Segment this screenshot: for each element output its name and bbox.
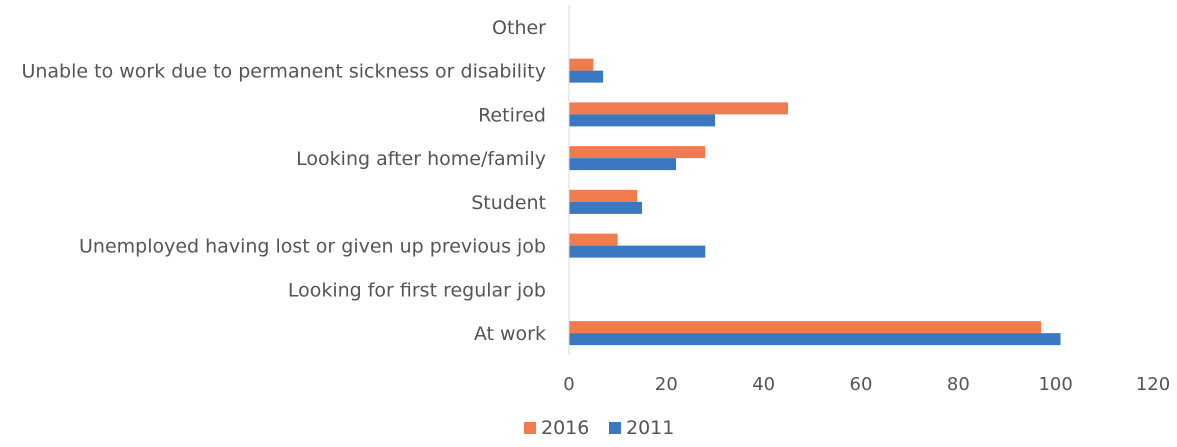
category-label-looking-after-home-family: Looking after home/family <box>296 148 546 170</box>
x-axis-tick-labels: 0 20 40 60 80 100 120 <box>563 374 1170 395</box>
plot-area <box>569 58 1061 346</box>
bar-2016-student <box>569 189 638 202</box>
x-tick-label-20: 20 <box>655 374 678 395</box>
bar-2011-unemployed-having-lost-or-given-up-previous-job <box>569 245 706 258</box>
category-label-retired: Retired <box>478 104 546 126</box>
bar-2016-unemployed-having-lost-or-given-up-previous-job <box>569 233 618 246</box>
bar-2011-retired <box>569 114 715 127</box>
x-tick-label-0: 0 <box>563 374 574 395</box>
bar-2011-looking-after-home-family <box>569 158 677 171</box>
bar-2011-unable-to-work-due-to-permanent-sickness-or-disability <box>569 70 604 83</box>
category-label-at-work: At work <box>474 323 546 345</box>
legend-swatch-2011 <box>609 422 621 434</box>
category-labels: Other Unable to work due to permanent sic… <box>21 17 546 345</box>
x-tick-label-60: 60 <box>850 374 873 395</box>
bar-2016-retired <box>569 102 788 115</box>
bar-2016-unable-to-work-due-to-permanent-sickness-or-disability <box>569 58 594 71</box>
bar-2011-student <box>569 201 642 214</box>
x-tick-label-100: 100 <box>1038 374 1072 395</box>
bar-2016-at-work <box>569 321 1042 334</box>
bar-2016-looking-after-home-family <box>569 146 706 159</box>
x-tick-label-40: 40 <box>752 374 775 395</box>
legend-swatch-2016 <box>524 422 536 434</box>
category-label-other: Other <box>492 17 546 39</box>
category-label-unemployed-having-lost-or-given-up-previous-job: Unemployed having lost or given up previ… <box>79 236 546 258</box>
category-label-looking-for-first-regular-job: Looking for first regular job <box>288 279 546 301</box>
bar-2011-at-work <box>569 333 1061 346</box>
category-label-student: Student <box>471 192 546 214</box>
x-tick-label-80: 80 <box>947 374 970 395</box>
x-tick-label-120: 120 <box>1136 374 1170 395</box>
legend-label-2011: 2011 <box>626 417 674 439</box>
legend-label-2016: 2016 <box>541 417 589 439</box>
legend: 2016 2011 <box>524 417 674 439</box>
category-label-unable-to-work-due-to-permanent-sickness-or-disability: Unable to work due to permanent sickness… <box>21 61 546 83</box>
